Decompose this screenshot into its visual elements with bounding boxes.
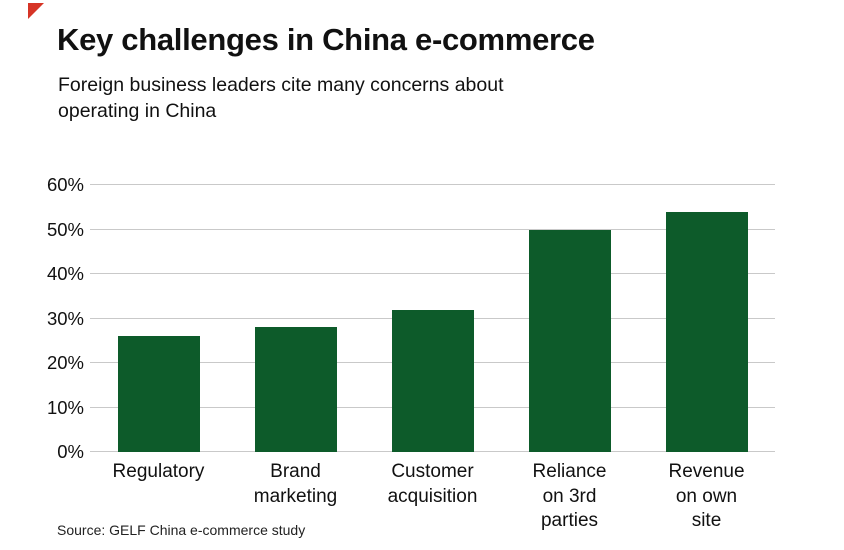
x-tick-label: Customer acquisition — [387, 461, 478, 507]
bar-customer-acquisition — [391, 309, 474, 452]
x-tick-label: Brand marketing — [253, 461, 338, 507]
bar-revenue-on-own-site — [665, 211, 748, 452]
bar-slot — [638, 185, 775, 452]
x-tick-label: Reliance on 3rd parties — [532, 461, 607, 532]
y-tick-label: 0% — [57, 441, 84, 462]
bar-chart: 0% 10% 20% 30% 40% 50% 60% Regulatory Brand mar… — [0, 174, 844, 535]
y-tick-label: 10% — [46, 396, 84, 418]
gridline — [90, 184, 775, 185]
plot-area — [90, 184, 775, 452]
x-labels: Regulatory Brand marketing Customer acquis… — [90, 460, 775, 534]
bar-brand-marketing — [254, 327, 337, 452]
bar-slot — [90, 185, 227, 452]
bar-slot — [501, 185, 638, 452]
y-tick-label: 40% — [46, 263, 84, 284]
x-tick-label: Regulatory — [112, 461, 205, 482]
chart-subtitle: Foreign business leaders cite many conce… — [58, 74, 504, 123]
gridline — [90, 273, 775, 274]
y-axis: 0% 10% 20% 30% 40% 50% 60% — [0, 174, 84, 462]
bar-regulatory — [117, 336, 200, 452]
bars — [90, 185, 775, 452]
bar-slot — [227, 185, 364, 452]
red-corner-accent-icon — [28, 3, 44, 19]
y-tick-label: 30% — [46, 307, 84, 329]
y-tick-label: 50% — [46, 218, 84, 240]
chart-title: Key challenges in China e-commerce — [57, 22, 595, 57]
y-tick-label: 60% — [46, 174, 84, 195]
bar-reliance-on-3rd-parties — [528, 229, 611, 452]
x-tick-label: Revenue on own site — [668, 461, 745, 532]
gridline — [90, 228, 775, 230]
source-note: Source: GELF China e-commerce study — [57, 522, 306, 538]
y-tick-label: 20% — [46, 352, 84, 373]
bar-slot — [364, 185, 501, 452]
